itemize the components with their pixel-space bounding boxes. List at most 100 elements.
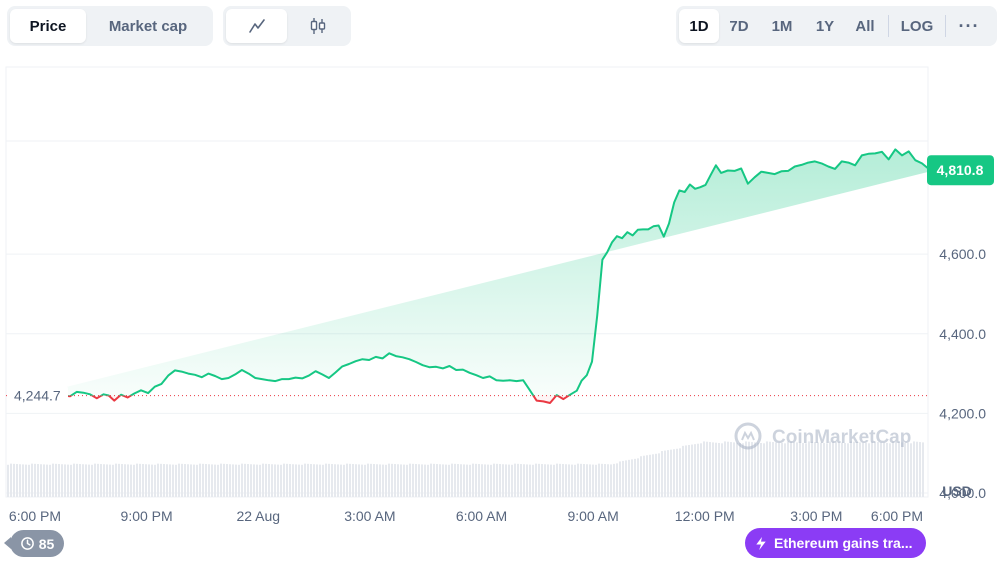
volume-bar: [907, 443, 909, 497]
candlestick-button[interactable]: [287, 9, 348, 43]
volume-bar: [67, 464, 69, 497]
volume-bar: [289, 464, 291, 497]
volume-bar: [388, 463, 390, 497]
volume-bar: [451, 463, 453, 497]
volume-bar: [409, 463, 411, 497]
volume-bar: [214, 464, 216, 497]
volume-bars: [7, 441, 924, 497]
volume-bar: [379, 464, 381, 497]
volume-bar: [820, 442, 822, 497]
volume-bar: [913, 441, 915, 497]
volume-bar: [385, 464, 387, 497]
volume-bar: [850, 441, 852, 497]
volume-bar: [76, 463, 78, 497]
volume-bar: [643, 455, 645, 497]
volume-bar: [670, 449, 672, 497]
volume-bar: [661, 451, 663, 497]
volume-bar: [841, 442, 843, 497]
history-badge[interactable]: 85: [4, 530, 64, 557]
volume-bar: [427, 464, 429, 497]
volume-bar: [133, 464, 135, 497]
volume-bar: [445, 464, 447, 497]
volume-bar: [664, 450, 666, 497]
x-tick-label: 6:00 PM: [9, 508, 61, 524]
volume-bar: [334, 464, 336, 497]
volume-bar: [310, 464, 312, 497]
volume-bar: [637, 458, 639, 497]
volume-bar: [919, 442, 921, 497]
volume-bar: [904, 442, 906, 497]
volume-bar: [694, 444, 696, 497]
range-7d[interactable]: 7D: [729, 17, 749, 35]
volume-bar: [319, 464, 321, 497]
volume-bar: [466, 464, 468, 497]
volume-bar: [34, 463, 36, 497]
volume-bar: [760, 443, 762, 497]
line-chart-icon: [248, 19, 265, 33]
x-tick-label: 3:00 PM: [790, 508, 842, 524]
toolbar-divider: [888, 15, 889, 37]
volume-bar: [799, 442, 801, 497]
volume-bar: [190, 464, 192, 497]
range-1m[interactable]: 1M: [771, 17, 793, 35]
volume-bar: [622, 460, 624, 497]
volume-bar: [172, 464, 174, 497]
volume-bar: [562, 464, 564, 497]
volume-bar: [775, 442, 777, 497]
volume-bar: [619, 461, 621, 497]
volume-bar: [274, 464, 276, 497]
volume-bar: [196, 464, 198, 497]
x-tick-label: 6:00 AM: [456, 508, 507, 524]
line-chart-button[interactable]: [226, 9, 287, 43]
range-1d[interactable]: 1D: [679, 9, 719, 43]
volume-bar: [862, 442, 864, 497]
volume-bar: [877, 442, 879, 497]
volume-bar: [424, 464, 426, 497]
tab-market-cap[interactable]: Market cap: [108, 17, 188, 35]
volume-bar: [373, 464, 375, 497]
volume-bar: [481, 464, 483, 497]
volume-bar: [520, 464, 522, 497]
volume-bar: [892, 441, 894, 497]
volume-bar: [178, 463, 180, 497]
price-chart[interactable]: CoinMarketCap 4,000.0 4,200.0 4,400.0 4,600…: [0, 60, 1007, 564]
volume-bar: [757, 442, 759, 497]
currency-label: USD: [942, 483, 972, 499]
volume-bar: [412, 463, 414, 497]
volume-bar: [49, 464, 51, 497]
volume-bar: [394, 464, 396, 497]
volume-bar: [82, 464, 84, 497]
volume-bar: [37, 464, 39, 497]
volume-bar: [901, 442, 903, 497]
volume-bar: [217, 464, 219, 497]
log-scale-button[interactable]: LOG: [900, 17, 934, 35]
watermark: CoinMarketCap: [734, 422, 911, 450]
volume-bar: [43, 464, 45, 497]
volume-bar: [265, 463, 267, 497]
volume-bar: [370, 463, 372, 497]
volume-bar: [826, 443, 828, 497]
tab-price[interactable]: Price: [10, 9, 86, 43]
y-tick-label: 4,400.0: [939, 326, 986, 342]
volume-bar: [226, 464, 228, 497]
news-event-pill[interactable]: Ethereum gains tra...: [745, 528, 926, 558]
volume-bar: [751, 442, 753, 497]
volume-bar: [430, 463, 432, 497]
volume-bar: [268, 464, 270, 497]
volume-bar: [283, 463, 285, 497]
volume-bar: [148, 464, 150, 497]
volume-bar: [136, 463, 138, 497]
volume-bar: [175, 464, 177, 497]
volume-bar: [565, 464, 567, 497]
volume-bar: [649, 454, 651, 497]
volume-bar: [79, 464, 81, 497]
volume-bar: [604, 464, 606, 497]
volume-bar: [748, 441, 750, 497]
range-all[interactable]: All: [855, 17, 875, 35]
volume-bar: [844, 443, 846, 497]
volume-bar: [22, 464, 24, 497]
range-1y[interactable]: 1Y: [815, 17, 835, 35]
volume-bar: [244, 463, 246, 497]
more-options-icon[interactable]: ···: [958, 15, 980, 36]
volume-bar: [298, 464, 300, 497]
